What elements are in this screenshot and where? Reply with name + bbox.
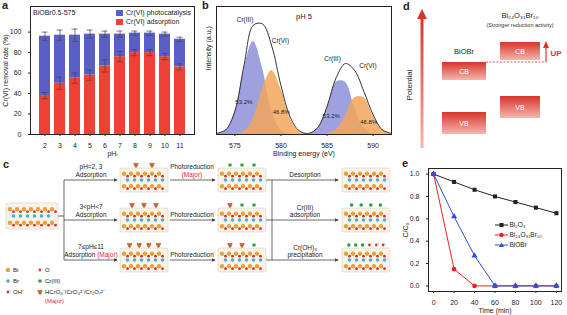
svg-text:c: c xyxy=(3,158,9,170)
svg-text:Photoreduction: Photoreduction xyxy=(170,163,214,170)
svg-text:3: 3 xyxy=(58,142,62,149)
svg-text:Bi₂₄O₃₁Br₁₀: Bi₂₄O₃₁Br₁₀ xyxy=(501,11,538,20)
svg-text:Cr(OH)₃: Cr(OH)₃ xyxy=(293,243,317,251)
svg-text:Potential: Potential xyxy=(405,69,414,100)
svg-text:d: d xyxy=(403,0,410,12)
svg-text:11: 11 xyxy=(176,142,183,149)
svg-text:Photoreduction: Photoreduction xyxy=(170,251,214,258)
svg-text:Cr(VI) removal rate (%): Cr(VI) removal rate (%) xyxy=(2,34,10,106)
svg-text:585: 585 xyxy=(321,142,333,149)
svg-text:VB: VB xyxy=(515,104,525,111)
svg-text:Cr(VI): Cr(VI) xyxy=(359,62,376,70)
svg-text:9: 9 xyxy=(148,142,152,149)
svg-text:Cr(VI): Cr(VI) xyxy=(272,37,289,45)
svg-text:20: 20 xyxy=(14,110,22,117)
svg-text:40: 40 xyxy=(14,90,22,97)
svg-text:Bi: Bi xyxy=(13,267,18,273)
svg-text:(Major): (Major) xyxy=(45,298,64,304)
svg-text:60: 60 xyxy=(491,299,499,306)
svg-text:Cr(III): Cr(III) xyxy=(237,16,254,24)
svg-text:120: 120 xyxy=(551,299,563,306)
svg-text:2: 2 xyxy=(43,142,47,149)
svg-text:pH 5: pH 5 xyxy=(296,12,312,21)
svg-text:0: 0 xyxy=(432,299,436,306)
svg-text:precipitation: precipitation xyxy=(287,251,322,259)
svg-text:CB: CB xyxy=(515,48,525,55)
svg-text:53.2%: 53.2% xyxy=(323,113,341,119)
svg-text:0.0: 0.0 xyxy=(410,282,420,289)
svg-text:0.8: 0.8 xyxy=(410,193,420,200)
svg-text:8: 8 xyxy=(133,142,137,149)
svg-text:46.8%: 46.8% xyxy=(360,119,378,125)
html-text:a: a xyxy=(2,0,9,11)
svg-text:40: 40 xyxy=(471,299,479,306)
svg-text:Time (min): Time (min) xyxy=(478,307,511,315)
svg-text:3<pH<7: 3<pH<7 xyxy=(79,203,103,211)
svg-text:pH=2, 3: pH=2, 3 xyxy=(80,163,103,171)
svg-text:7≤pH≤11: 7≤pH≤11 xyxy=(78,243,104,251)
svg-text:Intensity (a.u.): Intensity (a.u.) xyxy=(205,26,213,70)
svg-text:C/C₀: C/C₀ xyxy=(402,222,409,237)
svg-text:80: 80 xyxy=(512,299,520,306)
svg-text:O: O xyxy=(45,267,50,273)
svg-text:80: 80 xyxy=(14,49,22,56)
svg-text:OH⁻: OH⁻ xyxy=(13,289,24,295)
svg-text:6: 6 xyxy=(103,142,107,149)
svg-text:HCrO₄⁻/CrO₄²⁻/Cr₂O₇²⁻: HCrO₄⁻/CrO₄²⁻/Cr₂O₇²⁻ xyxy=(45,289,105,295)
svg-text:Cr(III): Cr(III) xyxy=(324,55,341,63)
html-text:e: e xyxy=(402,157,409,169)
svg-text:0: 0 xyxy=(18,131,22,138)
svg-text:20: 20 xyxy=(450,299,458,306)
svg-text:575: 575 xyxy=(229,142,241,149)
svg-text:Binding energy (eV): Binding energy (eV) xyxy=(273,150,335,158)
svg-text:(Stronger reduction activity): (Stronger reduction activity) xyxy=(486,22,553,28)
svg-text:1.0: 1.0 xyxy=(410,170,420,177)
svg-text:0.2: 0.2 xyxy=(410,260,420,267)
html-text:Bi₂₄O₃₁Br₁₀: Bi₂₄O₃₁Br₁₀ xyxy=(509,230,542,238)
svg-text:590: 590 xyxy=(367,142,379,149)
svg-text:100: 100 xyxy=(530,299,542,306)
svg-text:Adsorption: Adsorption xyxy=(75,211,106,219)
svg-text:580: 580 xyxy=(275,142,287,149)
svg-text:100: 100 xyxy=(10,28,22,35)
svg-text:Adsorption (Major): Adsorption (Major) xyxy=(64,251,117,259)
html-text:BiOBr: BiOBr xyxy=(509,240,527,248)
html-text:Bi₂O₃: Bi₂O₃ xyxy=(509,220,526,228)
svg-text:60: 60 xyxy=(14,69,22,76)
svg-text:Br: Br xyxy=(13,278,19,284)
svg-text:Adsorption: Adsorption xyxy=(75,171,106,179)
svg-text:UP: UP xyxy=(550,49,562,58)
svg-text:adsorption: adsorption xyxy=(290,211,321,219)
html-text:BiOBr0.5-575: BiOBr0.5-575 xyxy=(33,9,76,16)
svg-text:53.2%: 53.2% xyxy=(235,99,253,105)
svg-text:BiOBr: BiOBr xyxy=(454,47,475,56)
svg-text:Desorption: Desorption xyxy=(289,171,321,179)
svg-text:(Major): (Major) xyxy=(182,171,203,179)
html-text:Cr(VI) adsorption: Cr(VI) adsorption xyxy=(126,18,180,25)
svg-text:pHᵢ: pHᵢ xyxy=(107,150,117,158)
svg-text:Cr(III): Cr(III) xyxy=(45,278,60,284)
svg-text:CB: CB xyxy=(459,68,469,75)
svg-text:Photoreduction: Photoreduction xyxy=(170,211,214,218)
html-text:b: b xyxy=(202,0,209,11)
svg-text:Cr(III): Cr(III) xyxy=(296,203,314,211)
svg-text:5: 5 xyxy=(88,142,92,149)
svg-text:VB: VB xyxy=(459,120,469,127)
svg-text:7: 7 xyxy=(118,142,122,149)
svg-text:10: 10 xyxy=(161,142,169,149)
svg-text:4: 4 xyxy=(73,142,77,149)
svg-text:0.4: 0.4 xyxy=(410,237,420,244)
svg-text:46.8%: 46.8% xyxy=(273,109,291,115)
svg-text:0.6: 0.6 xyxy=(410,215,420,222)
html-text:Cr(VI) photocatalysis: Cr(VI) photocatalysis xyxy=(126,9,191,16)
